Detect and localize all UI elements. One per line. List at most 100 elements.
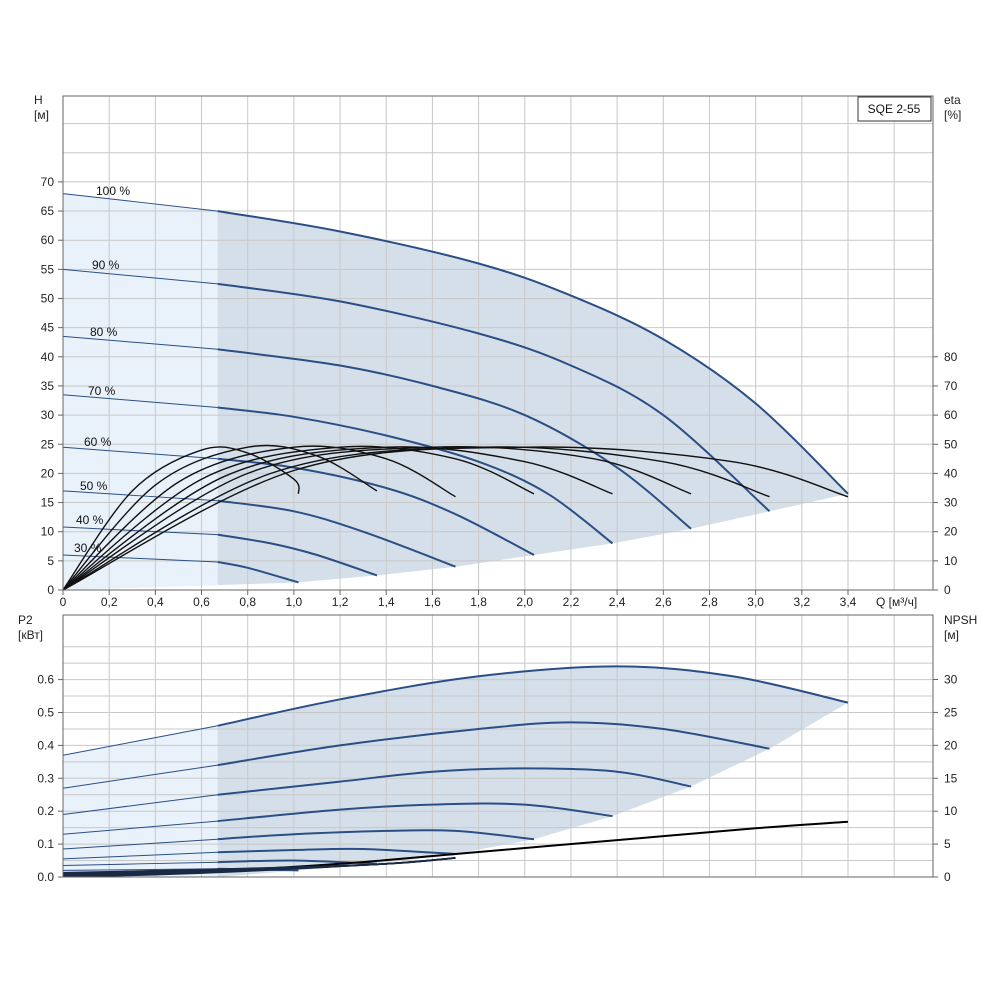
power-curve-low-2 bbox=[62, 764, 218, 789]
head-curve-low-2 bbox=[62, 268, 218, 285]
head-curve-low-8 bbox=[62, 554, 218, 563]
efficiency-curves bbox=[62, 444, 849, 591]
y-axis-label-left: H [м] bbox=[34, 93, 49, 122]
head-curve-2 bbox=[217, 282, 771, 513]
head-efficiency-panel: 0 5 10 15 20 25 30 35 40 45 50 55 60 65 70 0 10 20 30 40 50… bbox=[34, 93, 961, 609]
y-axis-ticks-left-bottom: 0.0 0.1 0.2 0.3 0.4 0.5 0.6 bbox=[37, 673, 63, 884]
y-tick-65: 65 bbox=[41, 204, 55, 218]
efficiency-curve-4 bbox=[62, 445, 535, 591]
y-tick-right-60: 60 bbox=[944, 408, 958, 422]
x-tick-0,4: 0,4 bbox=[147, 595, 164, 609]
x-tick-1,6: 1,6 bbox=[424, 595, 441, 609]
npsh-band-6 bbox=[62, 857, 456, 874]
curve-label-2: 90 % bbox=[92, 258, 120, 272]
npsh-tick-10: 10 bbox=[944, 804, 958, 818]
y-tick-right-20: 20 bbox=[944, 525, 958, 539]
power-curve-low-6 bbox=[62, 851, 218, 860]
head-curve-low-4 bbox=[62, 394, 218, 408]
power-curve-6 bbox=[217, 847, 456, 855]
efficiency-curve-6 bbox=[62, 445, 692, 591]
power-curve-4 bbox=[217, 802, 613, 823]
efficiency-curve-3 bbox=[62, 445, 456, 591]
head-curve-low-1 bbox=[62, 193, 218, 212]
x-tick-0,8: 0,8 bbox=[239, 595, 256, 609]
y-axis-ticks-left: 0 5 10 15 20 25 30 35 40 45 50 55 60 65 70 bbox=[41, 175, 63, 597]
y-tick-20: 20 bbox=[41, 466, 55, 480]
power-curve-low-1 bbox=[62, 725, 218, 756]
efficiency-curve-2 bbox=[62, 444, 378, 591]
npsh-tick-5: 5 bbox=[944, 837, 951, 851]
curve-label-6: 50 % bbox=[80, 479, 108, 493]
efficiency-curve-1 bbox=[62, 446, 300, 591]
power-area-fill bbox=[63, 666, 848, 877]
power-curve-low-4 bbox=[62, 820, 218, 835]
p2-tick-0.3: 0.3 bbox=[37, 771, 54, 785]
curve-label-7: 40 % bbox=[76, 513, 104, 527]
p2-tick-0.6: 0.6 bbox=[37, 673, 54, 687]
power-curve-low-7 bbox=[62, 861, 218, 866]
x-tick-0: 0 bbox=[60, 595, 67, 609]
curve-labels: 100 % 90 % 80 % 70 % 60 % 50 % 40 % 30 % bbox=[74, 184, 130, 555]
head-curve-1 bbox=[217, 210, 849, 495]
y-tick-10: 10 bbox=[41, 525, 55, 539]
y-tick-25: 25 bbox=[41, 437, 55, 451]
y-tick-15: 15 bbox=[41, 496, 55, 510]
x-tick-2,6: 2,6 bbox=[655, 595, 672, 609]
x-tick-3,2: 3,2 bbox=[793, 595, 810, 609]
power-curve-low-3 bbox=[62, 794, 218, 815]
y-tick-70: 70 bbox=[41, 175, 55, 189]
y-tick-right-40: 40 bbox=[944, 466, 958, 480]
y-axis-ticks-right: 0 10 20 30 40 50 60 70 80 bbox=[933, 350, 958, 597]
y-tick-right-10: 10 bbox=[944, 554, 958, 568]
head-curve-low-3 bbox=[62, 335, 218, 350]
head-curve-6 bbox=[217, 499, 456, 568]
p2-tick-0.2: 0.2 bbox=[37, 804, 54, 818]
x-tick-0,2: 0,2 bbox=[101, 595, 118, 609]
power-npsh-panel: 0.0 0.1 0.2 0.3 0.4 0.5 0.6 0 5 10 15 20 25 30 P2 [кВ… bbox=[18, 613, 977, 884]
y-tick-5: 5 bbox=[47, 554, 54, 568]
x-tick-2,4: 2,4 bbox=[609, 595, 626, 609]
y-tick-right-70: 70 bbox=[944, 379, 958, 393]
model-box bbox=[857, 96, 932, 122]
npsh-tick-25: 25 bbox=[944, 705, 958, 719]
x-tick-3,0: 3,0 bbox=[747, 595, 764, 609]
npsh-tick-0: 0 bbox=[944, 870, 951, 884]
curve-label-3: 80 % bbox=[90, 325, 118, 339]
curve-label-4: 70 % bbox=[88, 384, 116, 398]
y-axis-ticks-right-bottom: 0 5 10 15 20 25 30 bbox=[933, 673, 958, 884]
curve-label-8: 30 % bbox=[74, 541, 102, 555]
x-tick-2,0: 2,0 bbox=[516, 595, 533, 609]
head-curve-8 bbox=[217, 561, 299, 584]
y-tick-right-30: 30 bbox=[944, 496, 958, 510]
x-axis-label: Q [м³/ч] bbox=[876, 595, 917, 609]
power-low-flow-region bbox=[63, 725, 218, 877]
model-label: SQE 2-55 bbox=[868, 102, 921, 116]
operating-area-bottom bbox=[63, 666, 848, 877]
p2-tick-0.1: 0.1 bbox=[37, 837, 54, 851]
power-curve-5 bbox=[217, 829, 535, 841]
x-tick-1,8: 1,8 bbox=[470, 595, 487, 609]
npsh-tick-30: 30 bbox=[944, 673, 958, 687]
x-axis-ticks: 0 0,2 0,4 0,6 0,8 1,0 1,2 1,4 1,6 1,8 2,0 2,2 2,4 2,6… bbox=[60, 590, 857, 609]
y-axis-label-right: eta [%] bbox=[944, 93, 961, 122]
npsh-tick-20: 20 bbox=[944, 738, 958, 752]
y-axis-label-right-bottom: NPSH [м] bbox=[944, 613, 977, 642]
x-tick-1,4: 1,4 bbox=[378, 595, 395, 609]
efficiency-curve-8 bbox=[62, 446, 849, 591]
curve-label-5: 60 % bbox=[84, 435, 112, 449]
y-axis-label-left-bottom: P2 [кВт] bbox=[18, 613, 43, 642]
power-curves bbox=[62, 665, 849, 872]
y-tick-30: 30 bbox=[41, 408, 55, 422]
x-tick-1,2: 1,2 bbox=[332, 595, 349, 609]
x-tick-2,2: 2,2 bbox=[563, 595, 580, 609]
power-curve-3 bbox=[217, 767, 692, 796]
y-tick-0: 0 bbox=[47, 583, 54, 597]
x-tick-1,0: 1,0 bbox=[286, 595, 303, 609]
npsh-tick-15: 15 bbox=[944, 771, 958, 785]
y-tick-50: 50 bbox=[41, 292, 55, 306]
head-curve-7 bbox=[217, 533, 378, 577]
y-tick-40: 40 bbox=[41, 350, 55, 364]
efficiency-curve-5 bbox=[62, 446, 613, 591]
y-tick-right-50: 50 bbox=[944, 437, 958, 451]
